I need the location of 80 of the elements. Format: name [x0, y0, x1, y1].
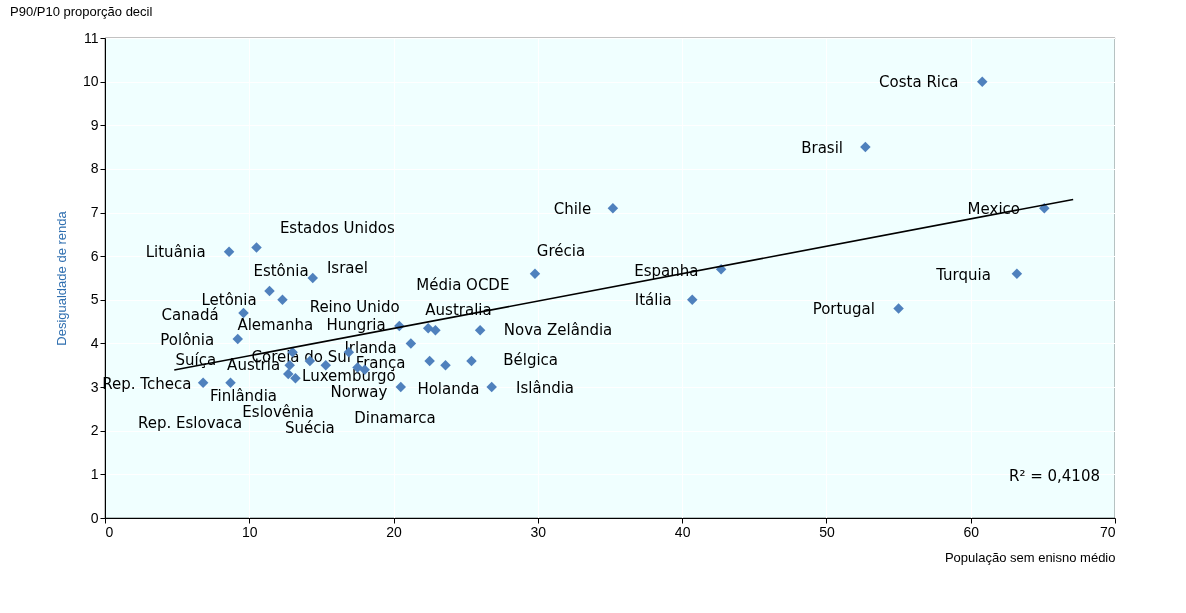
point: [893, 303, 904, 314]
y-tick-label: 7: [90, 204, 99, 221]
y-tick-label: 5: [90, 291, 99, 308]
point: [251, 242, 262, 253]
point: [264, 285, 275, 297]
y-axis-title: Desigualdade de renda: [53, 210, 69, 346]
annotation: Norway: [330, 383, 388, 402]
annotation: Costa Rica: [879, 73, 959, 92]
annotation: Rep. Eslovaca: [138, 413, 243, 432]
annotation: Reino Unido: [309, 297, 400, 316]
x-tick-label: 0: [105, 523, 114, 540]
annotation: Suécia: [284, 419, 335, 438]
point: [307, 272, 319, 284]
point: [607, 202, 619, 214]
annotation: Bélgica: [503, 351, 559, 370]
annotation: Lituânia: [145, 243, 206, 262]
annotation: Espanha: [634, 262, 699, 281]
point: [223, 246, 235, 258]
annotation: Estados Unidos: [279, 219, 395, 238]
point: [430, 325, 441, 336]
point: [422, 322, 434, 334]
annotation: Polônia: [160, 331, 215, 350]
point: [232, 333, 243, 345]
y-tick-label: 0: [90, 509, 99, 526]
point: [440, 360, 451, 371]
point: [197, 377, 209, 388]
point: [277, 294, 288, 306]
annotation: Holanda: [417, 380, 480, 399]
annotation: Dinamarca: [354, 409, 436, 428]
y-tick-label: 6: [90, 247, 99, 264]
point: [860, 141, 871, 153]
point: [283, 368, 294, 380]
point: [474, 325, 486, 336]
annotation: Estônia: [253, 262, 309, 281]
annotation: Mexico: [967, 200, 1020, 219]
annotation: Nova Zelândia: [503, 320, 613, 339]
point: [1011, 268, 1023, 279]
annotation: Israel: [326, 258, 368, 277]
annotation: Hungria: [326, 316, 386, 335]
x-tick-label: 20: [386, 523, 403, 540]
annotation: Finlândia: [210, 386, 277, 405]
annotation: Brasil: [801, 138, 844, 157]
annotation: Alemanha: [237, 316, 314, 335]
x-tick-label: 30: [530, 523, 547, 540]
y-tick-label: 2: [90, 422, 99, 439]
point: [466, 355, 477, 367]
annotation: Portugal: [812, 299, 875, 318]
x-axis-title: População sem enisno médio: [944, 549, 1116, 565]
point: [977, 76, 988, 87]
x-tick-label: 60: [963, 523, 980, 540]
annotation: Islândia: [516, 379, 575, 398]
x-tick-label: 70: [1099, 523, 1116, 540]
annotation: Grécia: [536, 241, 586, 260]
x-tick-label: 10: [242, 523, 258, 540]
point: [529, 268, 541, 279]
y-tick-label: 3: [90, 378, 99, 395]
annotation: Itália: [634, 291, 672, 310]
annotation: Turquia: [935, 265, 991, 284]
point: [238, 307, 249, 319]
point: [395, 381, 407, 393]
x-tick-label: 50: [819, 523, 835, 540]
annotation: Canadá: [161, 305, 219, 324]
annotation: Australia: [425, 300, 492, 319]
y-tick-label: 1: [90, 465, 99, 482]
point: [290, 373, 301, 384]
y-tick-label: 11: [83, 29, 99, 46]
point: [225, 377, 236, 388]
point: [486, 381, 497, 393]
annotation: Média OCDE: [416, 275, 510, 294]
chart-title: P90/P10 proporção decil: [10, 4, 153, 19]
point: [405, 338, 417, 349]
point: [424, 355, 435, 367]
y-tick-label: 4: [90, 334, 99, 351]
x-tick-label: 40: [674, 523, 691, 540]
annotation: Chile: [553, 200, 592, 219]
y-tick-label: 10: [82, 73, 99, 90]
point: [687, 294, 698, 306]
y-tick-label: 8: [90, 160, 99, 177]
y-tick-label: 9: [90, 116, 99, 133]
annotation: R² = 0,4108: [1008, 467, 1100, 485]
